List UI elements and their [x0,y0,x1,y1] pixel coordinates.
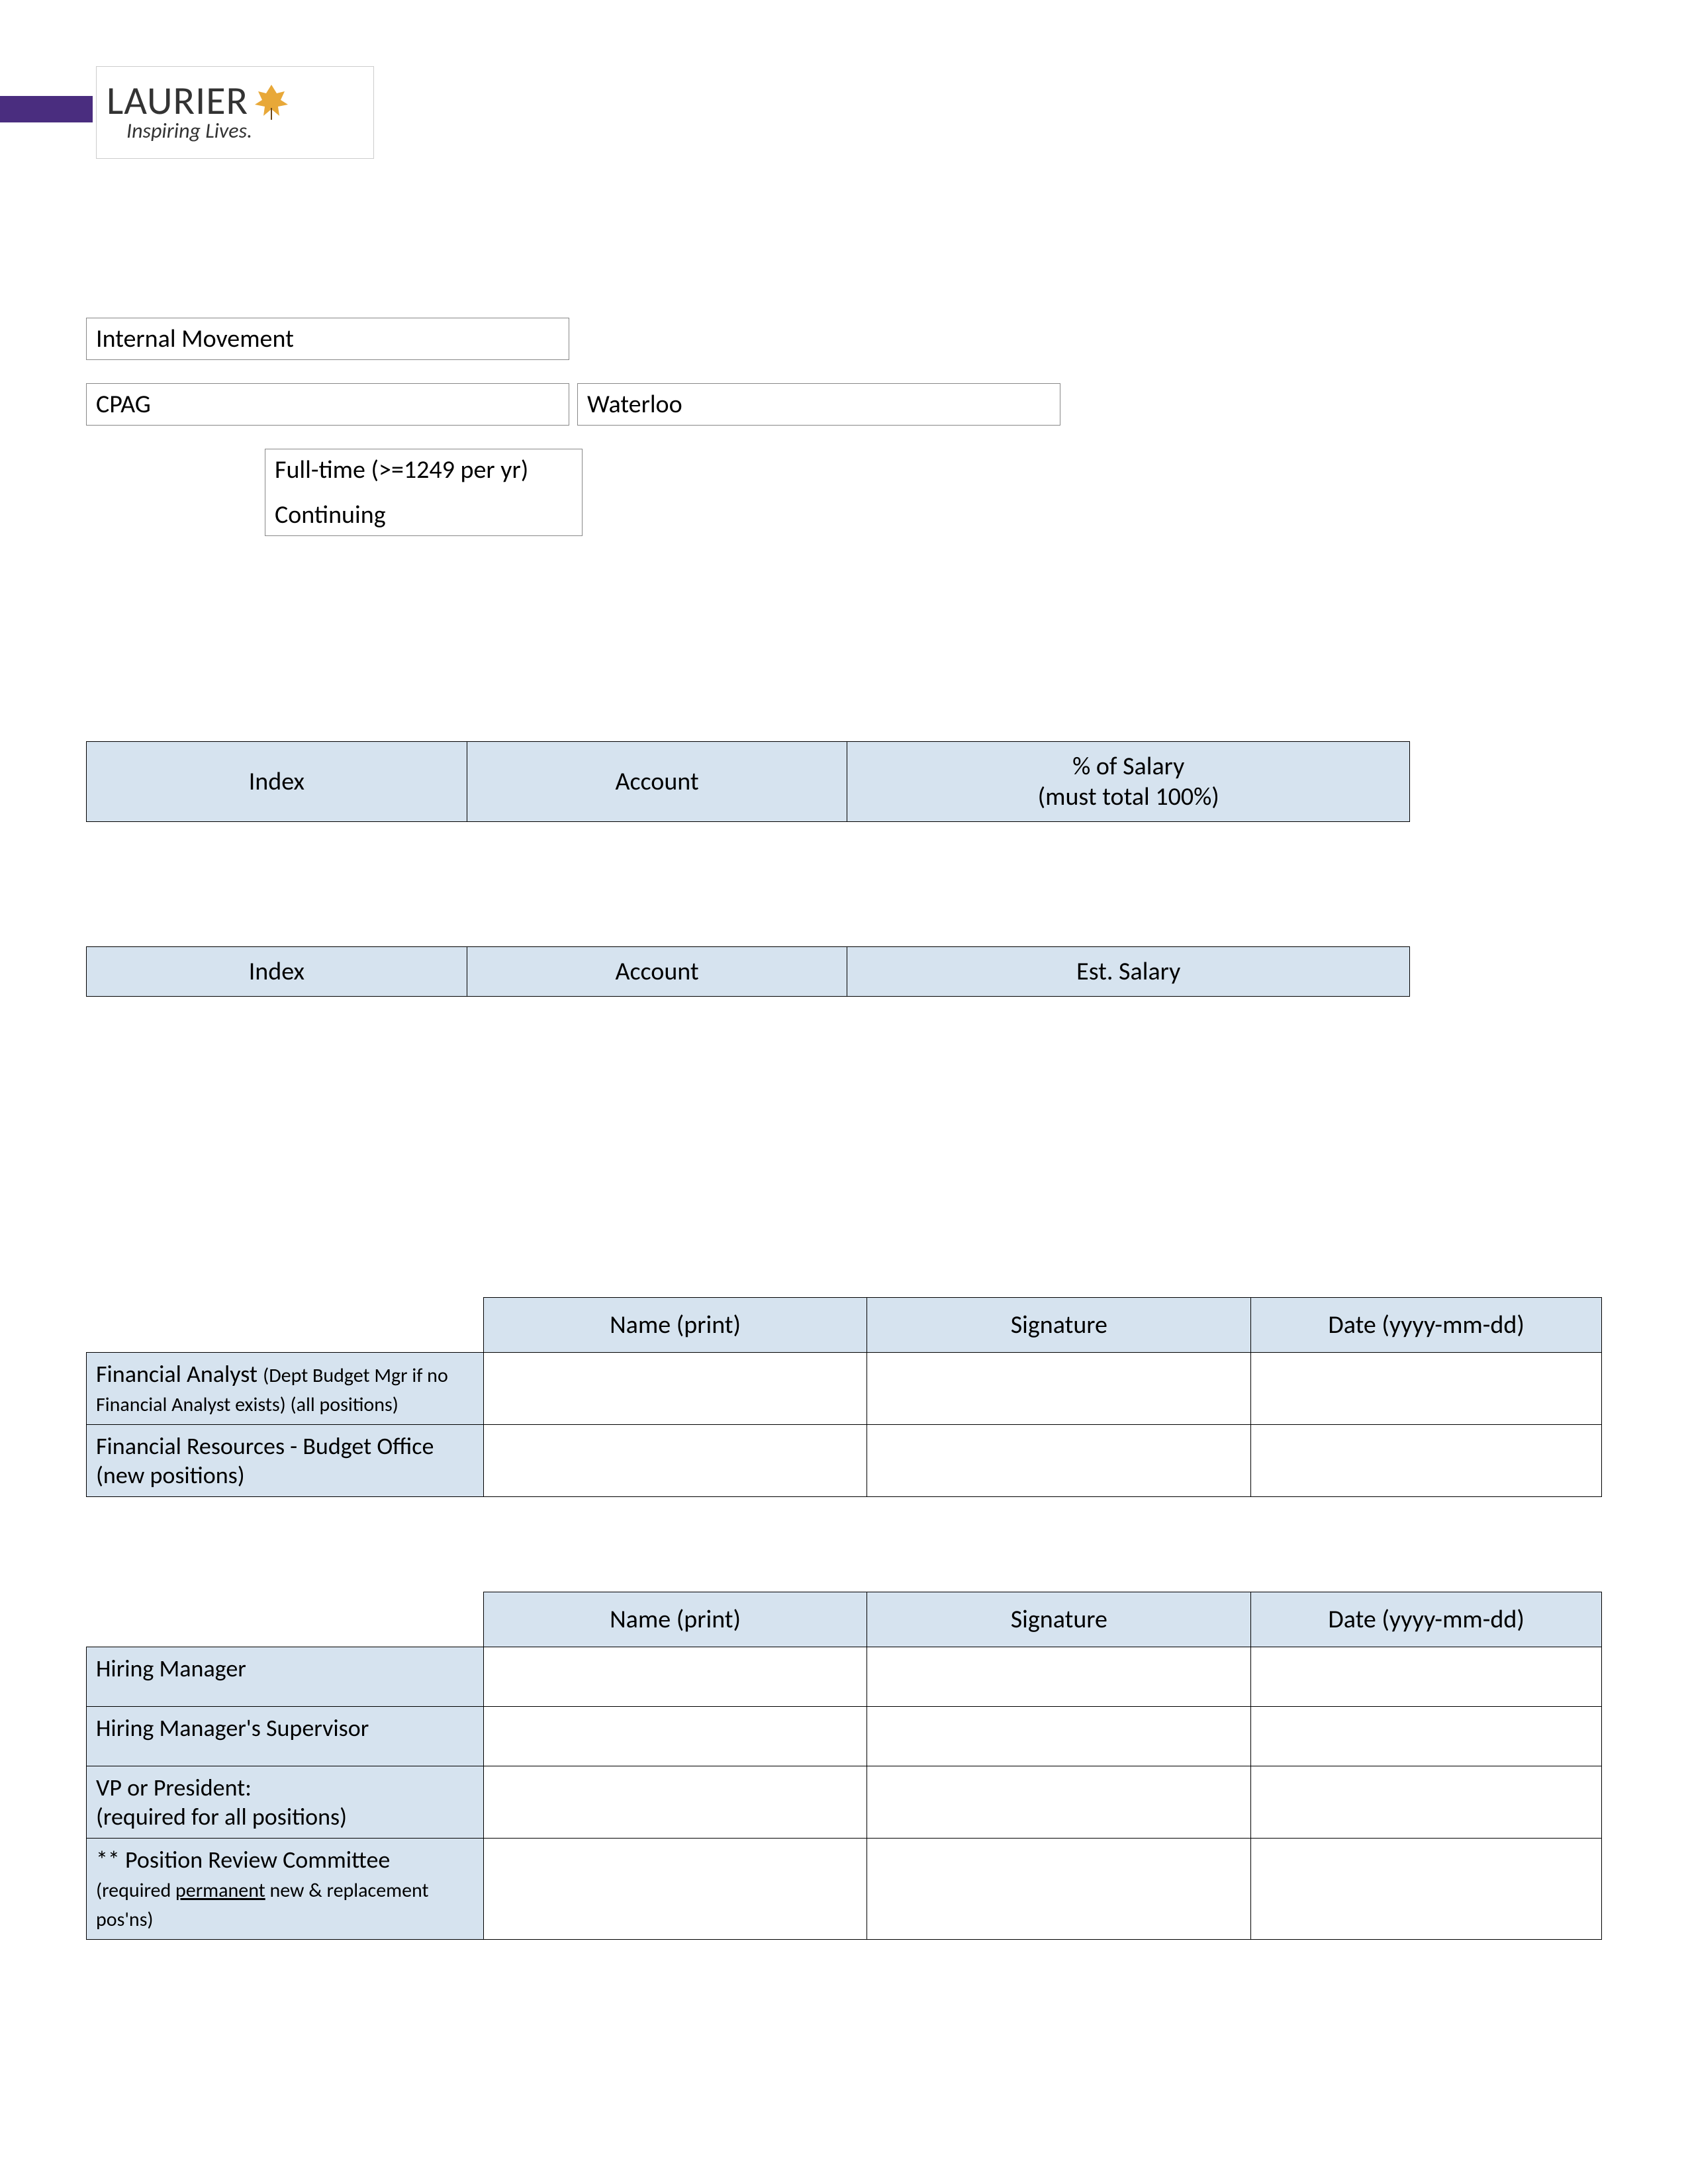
approval-row4-label: ** Position Review Committee (required p… [87,1839,484,1940]
approval-h-date: Date (yyyy-mm-dd) [1251,1592,1602,1647]
salary-col-index: Index [87,742,467,822]
approval-row1-name[interactable] [483,1647,867,1707]
approval-row4-date[interactable] [1251,1839,1602,1940]
employment-type-field[interactable]: Full-time (>=1249 per yr) [265,449,582,490]
budget-row2-sub: (new positions) [96,1461,245,1490]
approval-row4-sig[interactable] [867,1839,1251,1940]
leaf-icon [252,81,291,121]
approval-sig-table: Name (print) Signature Date (yyyy-mm-dd)… [86,1592,1602,1940]
budget-h-sig: Signature [867,1298,1251,1353]
salary-col-pct: % of Salary (must total 100%) [847,742,1410,822]
approval-blank-corner [87,1592,484,1647]
est-col-index: Index [87,947,467,997]
approval-row3-date[interactable] [1251,1766,1602,1839]
approval-row3-label: VP or President: (required for all posit… [87,1766,484,1839]
logo-text: LAURIER [107,81,248,121]
campus-field[interactable]: Waterloo [577,383,1060,426]
salary-col-pct-l2: (must total 100%) [1038,782,1219,812]
approval-row4-name[interactable] [483,1839,867,1940]
approval-row1-date[interactable] [1251,1647,1602,1707]
row-group-campus: CPAG Waterloo [86,383,1602,426]
budget-row2-label: Financial Resources - Budget Office (new… [87,1425,484,1497]
approval-row4-sub: (required permanent new & replacement po… [96,1878,429,1932]
row-employment: Full-time (>=1249 per yr) Continuing [265,449,1602,536]
salary-col-pct-l1: % of Salary [1072,751,1184,782]
employment-stack: Full-time (>=1249 per yr) Continuing [265,449,583,536]
budget-row1-sig[interactable] [867,1353,1251,1425]
approval-h-name: Name (print) [483,1592,867,1647]
approval-row3-sig[interactable] [867,1766,1251,1839]
est-table-wrap: Index Account Est. Salary [86,946,1410,997]
approval-h-sig: Signature [867,1592,1251,1647]
approval-row2-date[interactable] [1251,1707,1602,1766]
budget-row1-date[interactable] [1251,1353,1602,1425]
approval-row2-sig[interactable] [867,1707,1251,1766]
est-table: Index Account Est. Salary [86,946,1410,997]
budget-row2-name[interactable] [483,1425,867,1497]
logo-name: LAURIER [107,81,373,121]
budget-sig-wrap: Name (print) Signature Date (yyyy-mm-dd)… [86,1297,1602,1497]
approval-row3-sub: (required for all positions) [96,1802,347,1831]
approval-row3-name[interactable] [483,1766,867,1839]
approval-row1-sig[interactable] [867,1647,1251,1707]
purple-accent-bar [0,96,93,122]
budget-row1-main: Financial Analyst [96,1359,263,1388]
budget-row1-name[interactable] [483,1353,867,1425]
approval-row2-name[interactable] [483,1707,867,1766]
row-movement: Internal Movement [86,318,1602,360]
est-col-salary: Est. Salary [847,947,1410,997]
salary-table: Index Account % of Salary (must total 10… [86,741,1410,822]
approval-sig-wrap: Name (print) Signature Date (yyyy-mm-dd)… [86,1592,1602,1940]
budget-row2-main: Financial Resources - Budget Office [96,1432,434,1461]
duration-field[interactable]: Continuing [265,490,582,535]
budget-row2-sig[interactable] [867,1425,1251,1497]
salary-table-wrap: Index Account % of Salary (must total 10… [86,741,1410,822]
form-content: Internal Movement CPAG Waterloo Full-tim… [86,318,1602,536]
movement-field[interactable]: Internal Movement [86,318,569,360]
approval-row4-main: ** Position Review Committee [96,1845,390,1874]
budget-sig-table: Name (print) Signature Date (yyyy-mm-dd)… [86,1297,1602,1497]
approval-row2-label: Hiring Manager's Supervisor [87,1707,484,1766]
budget-h-date: Date (yyyy-mm-dd) [1251,1298,1602,1353]
logo-tagline: Inspiring Lives. [107,118,373,144]
budget-blank-corner [87,1298,484,1353]
budget-row2-date[interactable] [1251,1425,1602,1497]
budget-row1-label: Financial Analyst (Dept Budget Mgr if no… [87,1353,484,1425]
approval-row3-main: VP or President: [96,1773,252,1802]
est-col-account: Account [467,947,847,997]
budget-h-name: Name (print) [483,1298,867,1353]
group-field[interactable]: CPAG [86,383,569,426]
approval-row1-label: Hiring Manager [87,1647,484,1707]
logo: LAURIER Inspiring Lives. [96,66,374,159]
salary-col-account: Account [467,742,847,822]
page: LAURIER Inspiring Lives. Internal Moveme… [0,0,1688,2184]
